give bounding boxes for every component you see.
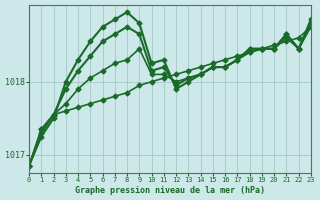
X-axis label: Graphe pression niveau de la mer (hPa): Graphe pression niveau de la mer (hPa) (75, 186, 265, 195)
